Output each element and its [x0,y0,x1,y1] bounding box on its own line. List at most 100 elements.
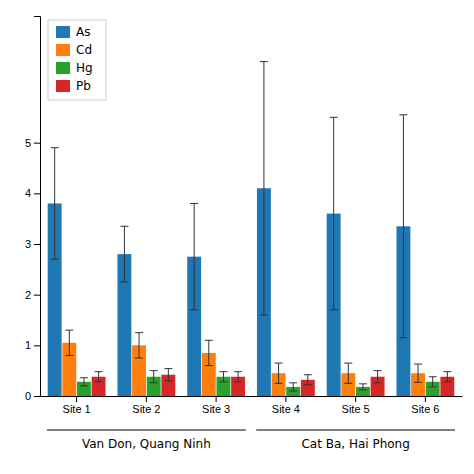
error-bar-cap [429,386,437,387]
error-bar-line [333,117,334,310]
error-bar [414,364,422,382]
error-bar-line [83,378,84,386]
error-bar [65,330,73,355]
plot-area: 012345Site 1Site 2Site 3Site 4Site 5Site… [25,17,463,452]
error-bar-cap [80,377,88,378]
x-axis: Site 1Site 2Site 3Site 4Site 5Site 6 [41,396,463,415]
error-bar-line [139,333,140,358]
error-bar-cap [164,368,172,369]
y-tick: 1 [25,339,40,351]
error-bar-line [447,372,448,382]
legend-frame [48,20,106,100]
error-bar-cap [95,371,103,372]
error-bar-cap [330,309,338,310]
x-tick-mark [285,396,286,402]
error-bar-cap [135,332,143,333]
y-tick: 2 [25,289,40,301]
error-bar-cap [190,203,198,204]
error-bar-cap [51,147,59,148]
legend: AsCdHgPb [48,20,106,100]
error-bar-cap [260,61,268,62]
error-bar [429,377,437,387]
error-bar-cap [80,385,88,386]
error-bar-line [293,383,294,391]
y-tick-label: 0 [25,390,31,402]
y-tick: 5 [25,137,40,149]
error-bar-line [54,148,55,259]
error-bar-line [418,364,419,382]
series [92,369,455,396]
error-bar-cap [359,389,367,390]
error-bar-cap [219,381,227,382]
x-tick-mark [355,396,356,402]
legend-label: Hg [76,61,93,75]
error-bar-cap [304,374,312,375]
x-tick-label: Site 4 [272,403,300,415]
error-bar-cap [120,226,128,227]
x-tick-mark [76,396,77,402]
legend-label: Pb [76,79,91,93]
y-axis-line [34,17,41,397]
error-bar-cap [120,282,128,283]
group-underline [47,430,246,431]
x-tick-label: Site 6 [411,403,439,415]
x-tick-label: Site 2 [132,403,160,415]
error-bar-line [168,369,169,381]
error-bar-cap [414,382,422,383]
error-bar [443,372,451,382]
error-bar [289,383,297,391]
legend-item: As [56,25,90,39]
y-tick-mark [34,143,40,144]
error-bar-cap [275,383,283,384]
error-bar [275,363,283,383]
error-bar-line [348,363,349,383]
x-tick: Site 5 [342,396,370,415]
error-bar-line [263,62,264,315]
error-bar-line [377,371,378,383]
error-bar [135,333,143,358]
error-bar [304,375,312,385]
error-bar [190,203,198,309]
y-tick: 4 [25,187,40,199]
error-bar-line [362,384,363,390]
legend-label: As [76,25,90,39]
error-bar-cap [190,309,198,310]
series [48,62,411,396]
y-tick: 0 [25,390,40,402]
error-bar-cap [219,371,227,372]
error-bar [150,371,158,383]
error-bar-line [403,115,404,338]
error-bar-cap [304,384,312,385]
error-bar-cap [150,370,158,371]
group-label: Cat Ba, Hai Phong [301,437,409,451]
legend-swatch [56,26,70,38]
error-bar-line [238,372,239,382]
error-bar-cap [344,363,352,364]
y-tick-label: 3 [25,238,31,250]
y-tick-label: 2 [25,289,31,301]
error-bar-cap [65,330,73,331]
error-bar-cap [275,363,283,364]
error-bar-cap [289,390,297,391]
error-bar-cap [205,340,213,341]
error-bar-cap [289,382,297,383]
error-bar-cap [443,381,451,382]
error-bar-line [153,371,154,383]
error-bar-cap [399,114,407,115]
error-bar-cap [65,355,73,356]
error-bar [234,372,242,382]
error-bar [219,372,227,382]
series [77,371,440,396]
error-bar-cap [359,383,367,384]
x-tick-mark [216,396,217,402]
error-bar-cap [205,365,213,366]
error-bar-cap [234,371,242,372]
legend-swatch [56,62,70,74]
error-bar [205,340,213,365]
x-tick-mark [146,396,147,402]
error-bar-line [432,377,433,387]
error-bar [80,378,88,386]
error-bar-line [98,372,99,382]
y-tick-mark [34,345,40,346]
error-bar-line [223,372,224,382]
